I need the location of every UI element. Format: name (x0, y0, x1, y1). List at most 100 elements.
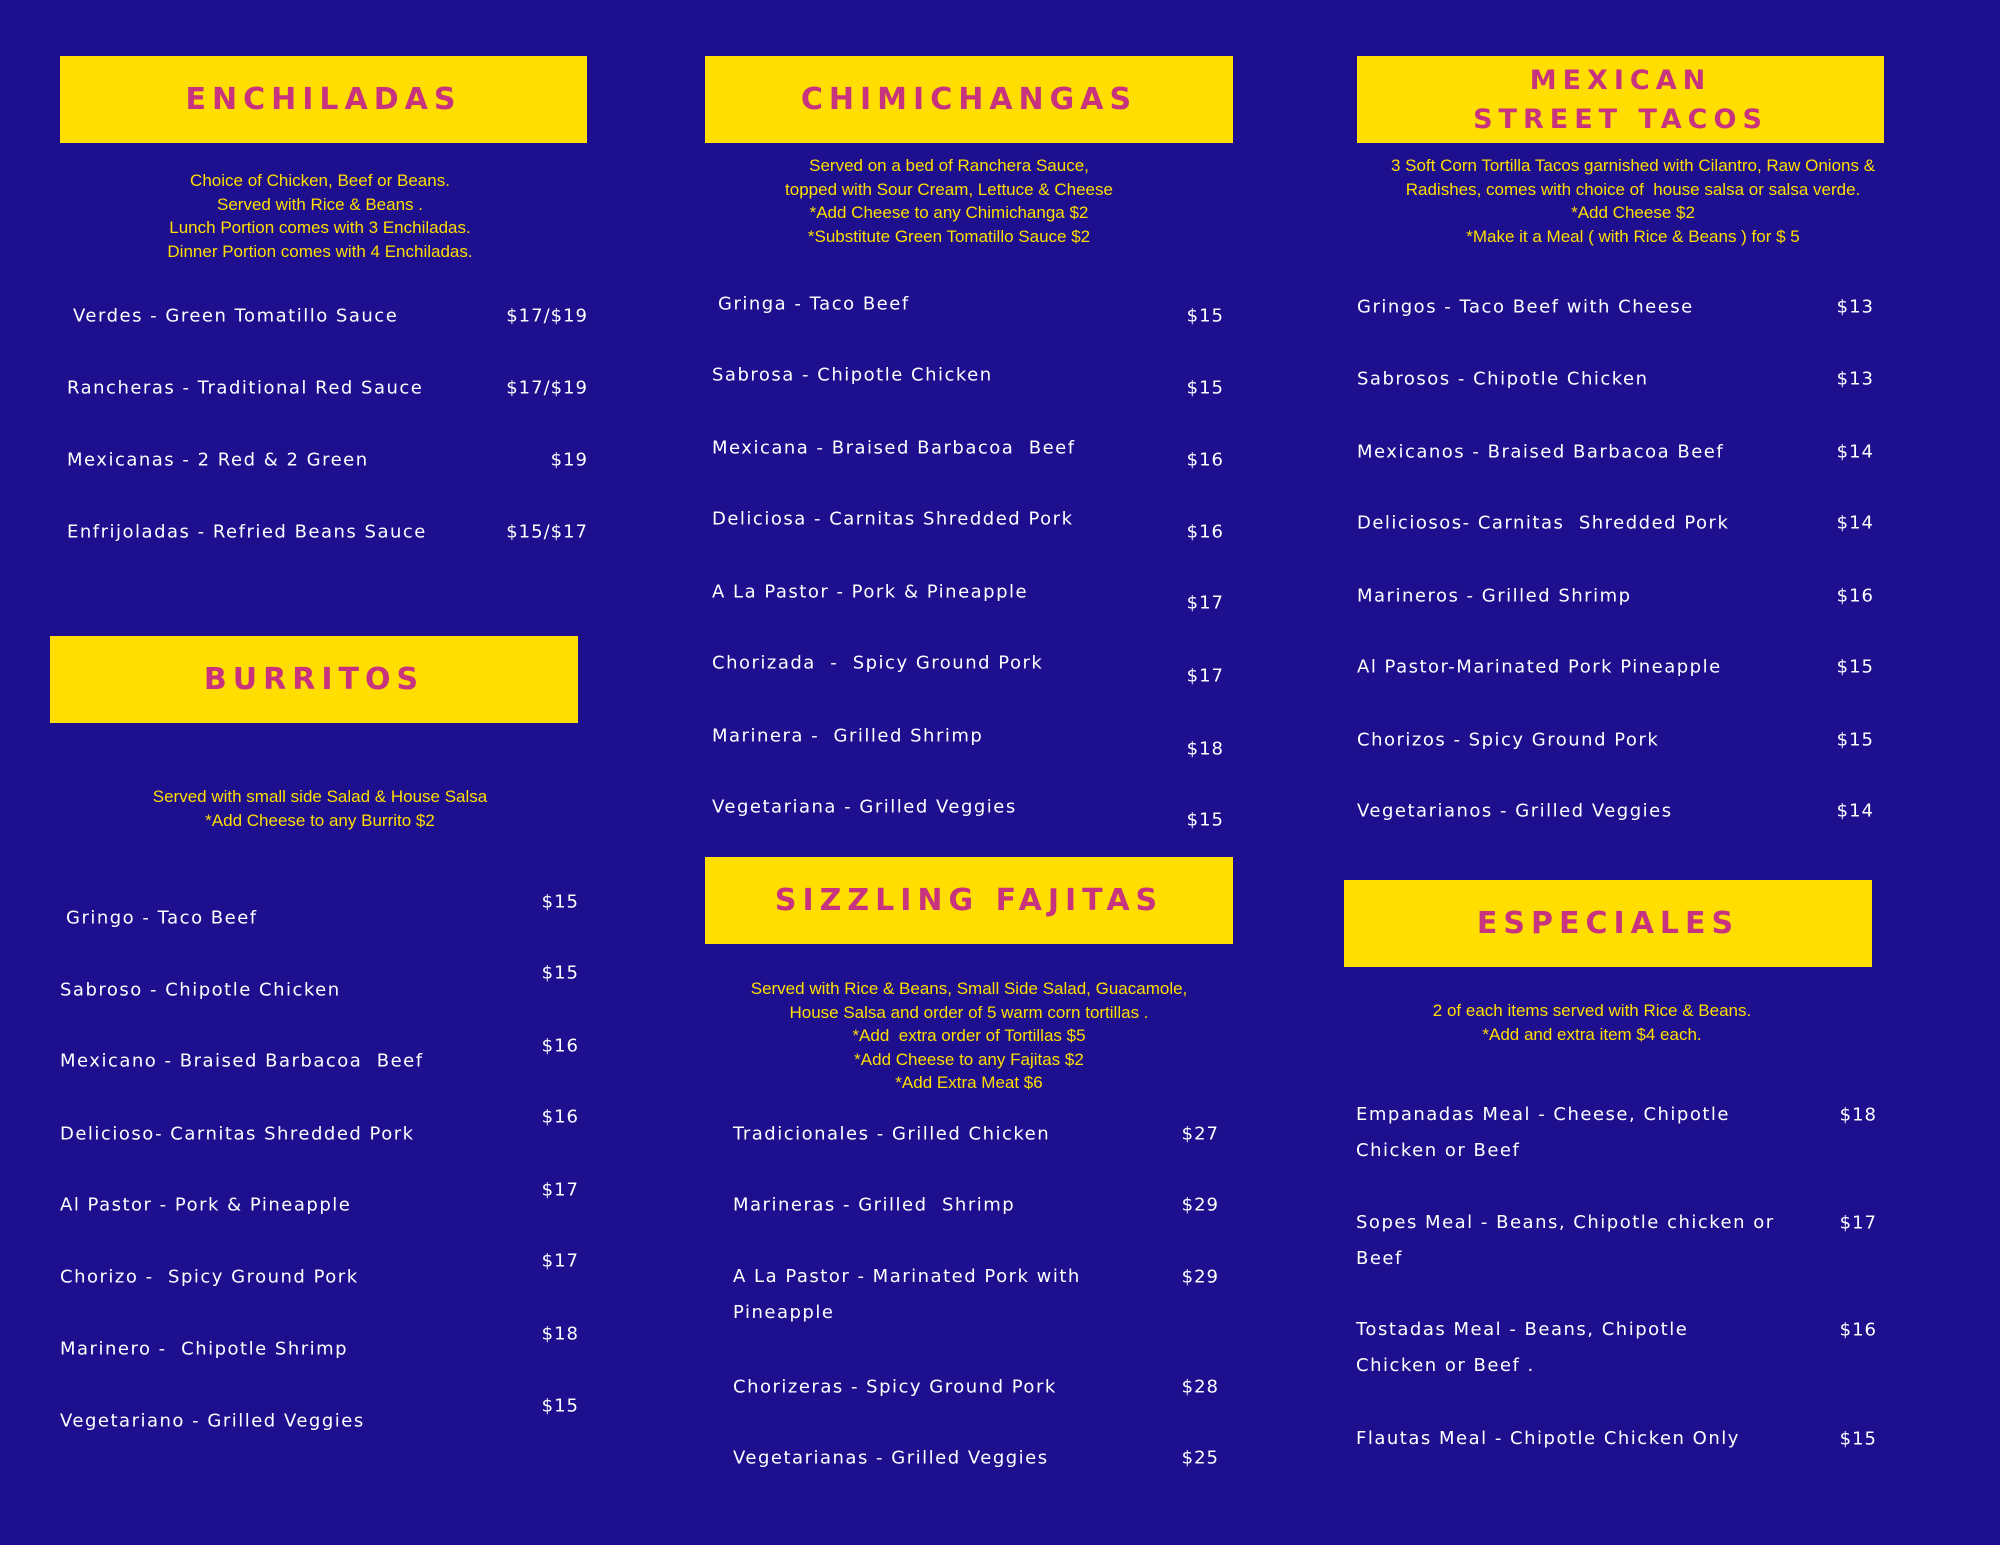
menu-item-name: Marineros - Grilled Shrimp (1357, 585, 1632, 607)
description-line: House Salsa and order of 5 warm corn tor… (789, 1002, 1149, 1022)
menu-item-name: Sabroso - Chipotle Chicken (60, 979, 341, 1001)
menu-item-name: Gringos - Taco Beef with Cheese (1357, 296, 1694, 318)
description-line: Choice of Chicken, Beef or Beans. (190, 171, 450, 190)
description-line: Radishes, comes with choice of house sal… (1405, 179, 1861, 199)
menu-item-price: $15 (541, 1395, 579, 1417)
description-line: *Add extra order of Tortillas $5 (852, 1026, 1086, 1045)
menu-item-price: $15 (1186, 809, 1224, 831)
menu-item-name: Chorizeras - Spicy Ground Pork (733, 1376, 1057, 1398)
section-title: ESPECIALES (1476, 906, 1740, 941)
menu-item-name: Vegetarianas - Grilled Veggies (733, 1447, 1049, 1469)
section-header-fajitas: SIZZLING FAJITAS (705, 857, 1233, 944)
menu-item-price: $29 (1181, 1194, 1219, 1216)
section-title: ENCHILADAS (185, 82, 462, 117)
menu-item-price: $16 (1836, 585, 1874, 607)
menu-item-price: $17 (1186, 592, 1224, 614)
menu-item-price: $16 (1186, 521, 1224, 543)
menu-item-name: Chorizo - Spicy Ground Pork (60, 1266, 359, 1288)
menu-item-price: $13 (1836, 368, 1874, 390)
menu-item-name: Chorizada - Spicy Ground Pork (712, 652, 1044, 674)
section-title: BURRITOS (203, 662, 425, 697)
menu-item-price: $17/$19 (506, 377, 588, 399)
description-line: topped with Sour Cream, Lettuce & Cheese (785, 179, 1113, 199)
menu-item-price: $16 (1839, 1319, 1877, 1341)
section-header-enchiladas: ENCHILADAS (60, 56, 587, 143)
menu-item-price: $14 (1836, 512, 1874, 534)
menu-item-price: $29 (1181, 1266, 1219, 1288)
menu-item-price: $15 (1186, 377, 1224, 399)
menu-item-name: Vegetariano - Grilled Veggies (60, 1410, 365, 1432)
description-line: Served with small side Salad & House Sal… (152, 787, 488, 806)
menu-item-price: $18 (1839, 1104, 1877, 1126)
menu-item-name: Tostadas Meal - Beans, Chipotle Chicken … (1356, 1319, 1689, 1376)
menu-item-price: $15 (1836, 729, 1874, 751)
section-header-chimichangas: CHIMICHANGAS (705, 56, 1233, 143)
description-line: *Add Extra Meat $6 (895, 1073, 1043, 1092)
description-line: *Add Cheese to any Burrito $2 (205, 810, 435, 830)
section-title: MEXICAN (1529, 64, 1712, 96)
menu-item-name: Mexicanos - Braised Barbacoa Beef (1357, 441, 1725, 463)
menu-item-price: $28 (1181, 1376, 1219, 1398)
section-title: CHIMICHANGAS (800, 82, 1138, 117)
menu-item-name: A La Pastor - Pork & Pineapple (712, 581, 1029, 603)
description-line: Dinner Portion comes with 4 Enchiladas. (167, 241, 473, 261)
description-line: *Add Cheese to any Chimichanga $2 (809, 203, 1089, 222)
menu-item-name: Enfrijoladas - Refried Beans Sauce (67, 521, 427, 543)
menu-item-name: Mexicano - Braised Barbacoa Beef (60, 1050, 424, 1072)
menu-item-price: $17 (1839, 1212, 1877, 1234)
menu-item-name: Vegetariana - Grilled Veggies (712, 796, 1017, 818)
menu-item-price: $18 (541, 1323, 579, 1345)
section-header-street-tacos: MEXICAN STREET TACOS (1357, 56, 1884, 143)
section-description: Choice of Chicken, Beef or Beans. Served … (167, 169, 472, 263)
menu-item-name: Marinera - Grilled Shrimp (712, 725, 984, 747)
menu-item-name: Al Pastor-Marinated Pork Pineapple (1357, 656, 1722, 678)
menu-item-price: $15 (541, 891, 579, 913)
description-line: *Make it a Meal ( with Rice & Beans ) fo… (1466, 226, 1800, 246)
section-header-especiales: ESPECIALES (1344, 880, 1872, 967)
menu-item-name: Marinero - Chipotle Shrimp (60, 1338, 349, 1360)
description-line: Served on a bed of Ranchera Sauce, (809, 156, 1089, 175)
menu-item-name: Marineras - Grilled Shrimp (733, 1194, 1016, 1216)
menu-item-name: Gringa - Taco Beef (718, 293, 910, 315)
menu-item-price: $15 (1836, 656, 1874, 678)
menu-item-price: $15 (1186, 305, 1224, 327)
menu-item-name: Vegetarianos - Grilled Veggies (1357, 800, 1673, 822)
menu-item-name: Delicioso- Carnitas Shredded Pork (60, 1123, 415, 1145)
menu-item-name: Al Pastor - Pork & Pineapple (60, 1194, 352, 1216)
section-description: 2 of each items served with Rice & Beans… (1433, 999, 1751, 1046)
menu-item-name: Sabrosa - Chipotle Chicken (712, 364, 993, 386)
menu-item-price: $15 (541, 962, 579, 984)
menu-item-name: Mexicana - Braised Barbacoa Beef (712, 437, 1076, 459)
description-line: Served with Rice & Beans, Small Side Sal… (750, 979, 1188, 998)
menu-item-price: $17 (1186, 665, 1224, 687)
description-line: 2 of each items served with Rice & Beans… (1432, 1001, 1752, 1020)
menu-item-price: $17/$19 (506, 305, 588, 327)
menu-item-price: $17 (541, 1179, 579, 1201)
menu-item-name: Mexicanas - 2 Red & 2 Green (67, 449, 369, 471)
menu-item-price: $17 (541, 1250, 579, 1272)
menu-item-name: Verdes - Green Tomatillo Sauce (73, 305, 399, 327)
menu-item-price: $15 (1839, 1428, 1877, 1450)
menu-item-price: $18 (1186, 738, 1224, 760)
menu-item-price: $14 (1836, 441, 1874, 463)
section-description: Served with small side Salad & House Sal… (153, 785, 488, 832)
menu-item-name: Sopes Meal - Beans, Chipotle chicken or … (1356, 1212, 1775, 1269)
menu-item-name: A La Pastor - Marinated Pork with Pineap… (733, 1266, 1081, 1323)
menu-item-price: $16 (541, 1106, 579, 1128)
section-header-burritos: BURRITOS (50, 636, 578, 723)
section-title: STREET TACOS (1473, 103, 1768, 135)
menu-item-name: Rancheras - Traditional Red Sauce (67, 377, 424, 399)
description-line: *Add Cheese to any Fajitas $2 (854, 1049, 1084, 1069)
menu-item-name: Empanadas Meal - Cheese, Chipotle Chicke… (1356, 1104, 1731, 1161)
description-line: Served with Rice & Beans . (217, 194, 423, 214)
section-description: Served on a bed of Ranchera Sauce, topped… (785, 154, 1113, 248)
menu-item-price: $27 (1181, 1123, 1219, 1145)
menu-item-name: Flautas Meal - Chipotle Chicken Only (1356, 1428, 1740, 1449)
menu-item-price: $14 (1836, 800, 1874, 822)
menu-item-name: Deliciosos- Carnitas Shredded Pork (1357, 512, 1730, 534)
description-line: Lunch Portion comes with 3 Enchiladas. (169, 218, 471, 237)
menu-item-price: $13 (1836, 296, 1874, 318)
menu-item-price: $16 (1186, 449, 1224, 471)
menu-item-name: Deliciosa - Carnitas Shredded Pork (712, 508, 1074, 530)
menu-item-name: Chorizos - Spicy Ground Pork (1357, 729, 1660, 751)
